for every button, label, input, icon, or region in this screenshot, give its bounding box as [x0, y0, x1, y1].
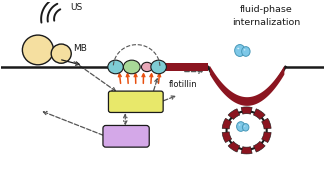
- Wedge shape: [254, 141, 265, 152]
- Ellipse shape: [108, 60, 124, 74]
- Ellipse shape: [141, 62, 152, 72]
- Wedge shape: [228, 109, 240, 120]
- Wedge shape: [254, 109, 265, 120]
- Text: MB: MB: [73, 44, 87, 53]
- Text: DHHC5: DHHC5: [118, 97, 154, 106]
- Ellipse shape: [242, 47, 250, 56]
- Wedge shape: [241, 147, 252, 154]
- Text: Fyn: Fyn: [118, 132, 134, 141]
- Ellipse shape: [237, 122, 245, 131]
- Ellipse shape: [151, 60, 166, 74]
- Ellipse shape: [244, 49, 245, 51]
- Ellipse shape: [239, 124, 240, 125]
- Wedge shape: [262, 132, 271, 143]
- FancyBboxPatch shape: [109, 91, 163, 112]
- Text: fluid-phase: fluid-phase: [240, 5, 292, 14]
- Ellipse shape: [124, 60, 140, 74]
- Ellipse shape: [237, 48, 239, 49]
- Wedge shape: [222, 132, 232, 143]
- Ellipse shape: [244, 126, 245, 127]
- Ellipse shape: [235, 45, 245, 56]
- Circle shape: [227, 111, 267, 150]
- FancyBboxPatch shape: [103, 125, 149, 147]
- Ellipse shape: [242, 124, 249, 131]
- Circle shape: [51, 44, 71, 63]
- Wedge shape: [262, 118, 271, 129]
- Wedge shape: [241, 107, 252, 114]
- Text: internalization: internalization: [232, 18, 300, 27]
- Wedge shape: [222, 118, 232, 129]
- Wedge shape: [228, 141, 240, 152]
- Circle shape: [22, 35, 53, 65]
- Text: flotillin: flotillin: [169, 80, 198, 89]
- Text: US: US: [71, 3, 83, 12]
